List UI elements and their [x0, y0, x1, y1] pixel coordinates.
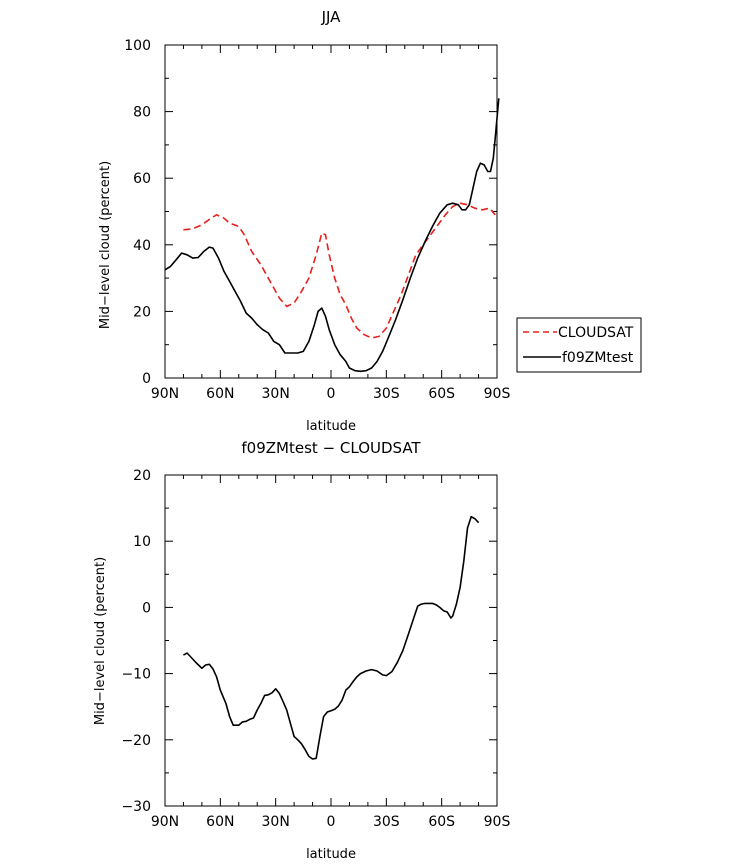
legend: CLOUDSAT f09ZMtest	[516, 317, 642, 373]
legend-frame	[516, 317, 642, 373]
x-tick-label: 30S	[373, 386, 400, 402]
x-tick-label: 90N	[151, 386, 179, 402]
y-tick-label: 0	[142, 371, 151, 387]
y-tick-label: 20	[133, 304, 151, 320]
x-tick-label: 0	[327, 386, 336, 402]
y-tick-label: 80	[133, 105, 151, 121]
x-tick-label: 60S	[428, 386, 455, 402]
x-axis-label-bottom: latitude	[306, 847, 356, 862]
x-axis-label-top: latitude	[306, 419, 356, 434]
series-line-cloudsat	[183, 202, 496, 339]
y-axis-label-bottom: Mid−level cloud (percent)	[93, 557, 108, 725]
y-tick-label: 20	[133, 468, 151, 484]
y-tick-label: 60	[133, 171, 151, 187]
plot-frame-top	[164, 44, 498, 379]
y-tick-label: 10	[133, 534, 151, 550]
y-tick-label: 40	[133, 238, 151, 254]
x-tick-label: 60N	[206, 814, 234, 830]
series-line-difference	[183, 515, 480, 760]
chart-title-top: JJA	[321, 8, 342, 26]
y-tick-label: 0	[142, 600, 151, 616]
y-tick-label: 100	[124, 38, 151, 54]
x-tick-label: 60N	[206, 386, 234, 402]
series-group-top	[164, 98, 500, 373]
x-ticks-bottom: 90N 60N 30N 0 30S 60S 90S	[151, 475, 511, 830]
x-tick-label: 90S	[484, 814, 511, 830]
y-tick-label: −30	[121, 799, 151, 815]
x-tick-label: 60S	[428, 814, 455, 830]
y-axis-label-top: Mid−level cloud (percent)	[98, 161, 113, 329]
chart-panel-bottom: f09ZMtest − CLOUDSAT 90N 60N 30N 0 30S 60S 90S…	[93, 439, 510, 862]
y-tick-label: −10	[121, 667, 151, 683]
x-tick-label: 30N	[262, 814, 290, 830]
y-tick-label: −20	[121, 733, 151, 749]
x-tick-label: 0	[327, 814, 336, 830]
x-tick-label: 30S	[373, 814, 400, 830]
series-group-bottom	[183, 515, 480, 760]
chart-panel-top: JJA 90N 60N 30N 0 30S 60S 90S 0 20 40 60 80 100 lat…	[98, 8, 642, 434]
plot-frame-bottom	[164, 474, 498, 807]
legend-label-cloudsat: CLOUDSAT	[558, 325, 634, 341]
chart-title-bottom: f09ZMtest − CLOUDSAT	[241, 439, 421, 457]
series-line-f09zmtest	[164, 98, 500, 373]
x-tick-label: 90N	[151, 814, 179, 830]
legend-label-f09zmtest: f09ZMtest	[562, 350, 634, 366]
y-ticks-bottom: −30 −20 −10 0 10 20	[121, 468, 497, 815]
x-tick-label: 30N	[262, 386, 290, 402]
x-ticks-top: 90N 60N 30N 0 30S 60S 90S	[151, 45, 511, 402]
x-tick-label: 90S	[484, 386, 511, 402]
y-ticks-top: 0 20 40 60 80 100	[124, 38, 497, 387]
